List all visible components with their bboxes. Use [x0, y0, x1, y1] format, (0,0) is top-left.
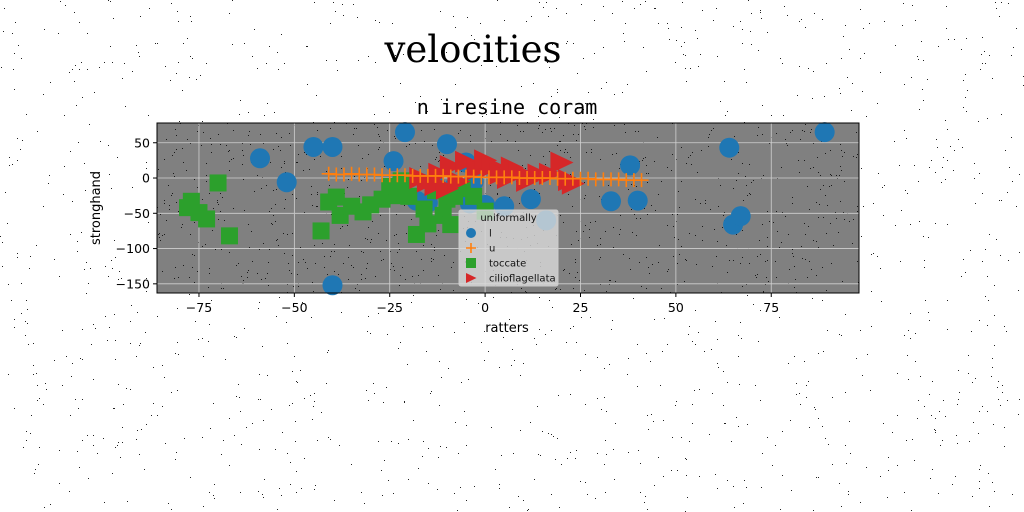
y-tick-label: −150 [116, 276, 150, 291]
legend-marker [466, 228, 476, 238]
point [322, 275, 343, 296]
chart-title: n iresine coram [417, 95, 598, 119]
x-tick-label: 0 [481, 300, 489, 315]
x-tick-label: −50 [281, 300, 307, 315]
plot-frame [156, 122, 860, 294]
legend-marker [466, 258, 476, 268]
legend: uniformally lu toccate cilioflagellata [458, 209, 559, 287]
y-axis-label: stronghand [89, 171, 104, 245]
figure-title: velocities [384, 28, 562, 71]
legend-entry: cilioflagellata [489, 274, 556, 285]
legend-marker [466, 273, 477, 283]
point [198, 210, 216, 228]
x-axis-label: ratters [485, 321, 529, 336]
x-axis-ticks: −75 −50 −25 0 25 50 75 [186, 293, 779, 315]
y-tick-label: −100 [116, 241, 150, 256]
y-tick-label: −50 [124, 206, 150, 221]
legend-entry: l [489, 229, 492, 240]
legend-title: uniformally [480, 213, 536, 224]
point [730, 206, 751, 227]
legend-marker [466, 243, 476, 253]
x-tick-label: −25 [377, 300, 403, 315]
point [327, 188, 345, 206]
point [276, 172, 297, 193]
point [814, 122, 835, 143]
point [303, 136, 324, 157]
x-tick-label: 50 [668, 300, 684, 315]
y-tick-label: 0 [142, 171, 150, 186]
point [383, 151, 404, 172]
data-marks [179, 122, 835, 296]
x-tick-label: −75 [186, 300, 212, 315]
point [442, 216, 460, 234]
x-tick-label: 75 [763, 300, 779, 315]
point [312, 222, 330, 240]
series-toccate [179, 172, 494, 245]
point [436, 134, 457, 155]
point [419, 215, 437, 233]
point [466, 158, 490, 181]
point [520, 189, 541, 210]
point [634, 173, 649, 188]
legend-entry: u [489, 244, 495, 255]
point [400, 187, 418, 205]
point [465, 187, 483, 205]
point [322, 136, 343, 157]
series-u [321, 166, 649, 188]
legend-entry: toccate [489, 259, 526, 270]
point [439, 155, 463, 178]
legend-box [458, 209, 559, 287]
point [394, 122, 415, 143]
point [550, 151, 574, 174]
point [627, 190, 648, 211]
point [620, 155, 641, 176]
point [415, 200, 433, 218]
point [250, 148, 271, 169]
y-tick-label: 50 [134, 135, 150, 150]
point [719, 137, 740, 158]
y-axis-ticks: 50 0 −50 −100 −150 [116, 135, 157, 291]
point [220, 227, 238, 245]
point [209, 174, 227, 192]
x-tick-label: 25 [573, 300, 589, 315]
point [601, 191, 622, 212]
